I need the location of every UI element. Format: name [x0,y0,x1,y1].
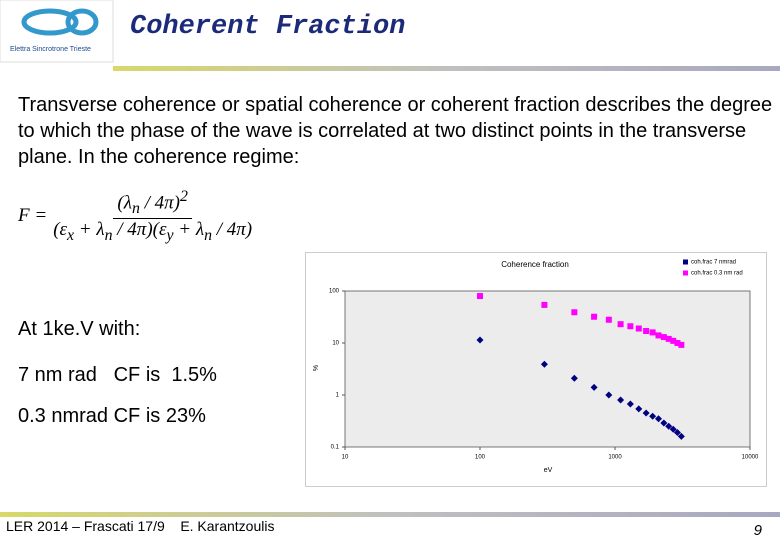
formula-part: y [166,226,174,244]
formula-part: (ε [53,219,68,241]
plot-area [344,290,751,448]
point [669,425,677,433]
point [590,383,598,391]
y-tick-label: 0.1 [331,445,340,451]
formula-part: (λ [117,192,132,214]
x-axis-title: eV [544,467,553,474]
formula-part: / 4π) [212,219,253,241]
title: Coherent Fraction [130,12,406,42]
point [627,323,634,330]
formula-part: + λ [173,219,205,241]
formula: F = (λn / 4π)2 (εx + λn / 4π)(εy + λn / … [18,188,252,245]
point [649,412,657,420]
point [649,329,656,336]
logo-mark [21,8,79,36]
formula-part: / 4π)(ε [112,219,167,241]
header-rule [113,66,780,71]
legend-swatch [683,270,688,276]
logo-text: Elettra Sincrotrone Trieste [10,46,91,53]
point [626,400,634,408]
text-line: 7 nm rad CF is 1.5% [18,364,217,386]
point [678,341,685,348]
point [571,309,578,316]
text-line: At 1ke.V with: [18,318,141,340]
point [591,313,598,320]
point [477,293,483,300]
point [570,374,578,382]
point [605,391,613,399]
formula-lhs: F = [18,205,48,227]
fraction: (λn / 4π)2 (εx + λn / 4π)(εy + λn / 4π) [53,188,252,245]
point [655,332,662,339]
logo-mark [65,8,99,36]
point [660,334,667,341]
y-tick-label: 100 [329,289,340,295]
point [642,409,650,417]
x-tick-label: 100 [475,455,486,461]
x-tick-label: 1000 [608,455,622,461]
x-tick-label: 10000 [742,455,759,461]
point [617,396,625,404]
point [541,301,548,308]
point [677,432,685,440]
footer: LER 2014 – Frascati 17/9 E. Karantzoulis [6,518,275,534]
legend-label: coh.frac 7 nmrad [691,260,736,266]
point [635,325,642,332]
point [617,321,624,328]
formula-part: x [67,226,75,244]
point [476,336,484,344]
legend-swatch [683,259,688,265]
paragraph: Transverse coherence or spatial coherenc… [18,94,773,168]
footer-rule [0,512,780,517]
formula-part: + λ [74,219,105,241]
point [665,335,672,342]
formula-part: n [131,200,140,218]
point [635,405,643,413]
point [660,419,668,427]
y-tick-label: 1 [336,393,340,399]
point [673,429,681,437]
numerator: (λn / 4π)2 [113,188,192,220]
point [654,415,662,423]
y-axis-title: % [313,365,320,371]
formula-part: n [104,226,113,244]
point [665,422,673,430]
point [605,316,612,323]
x-tick-label: 10 [342,455,349,461]
point [643,328,650,335]
denominator: (εx + λn / 4π)(εy + λn / 4π) [53,219,252,245]
legend-label: coh.frac 0.3 nm rad [691,271,743,277]
point [674,340,681,346]
y-tick-label: 10 [332,341,339,347]
chart-title: Coherence fraction [501,260,569,269]
formula-part: n [204,226,212,244]
point [540,360,548,368]
formula-part: / 4π) [139,192,180,214]
chart: Coherence fraction eV % 0.1 1 10 100 10 100 10… [305,252,767,487]
page-number: 9 [753,522,762,539]
text-line: 0.3 nmrad CF is 23% [18,405,206,427]
point [670,337,677,344]
formula-part: 2 [180,188,188,205]
